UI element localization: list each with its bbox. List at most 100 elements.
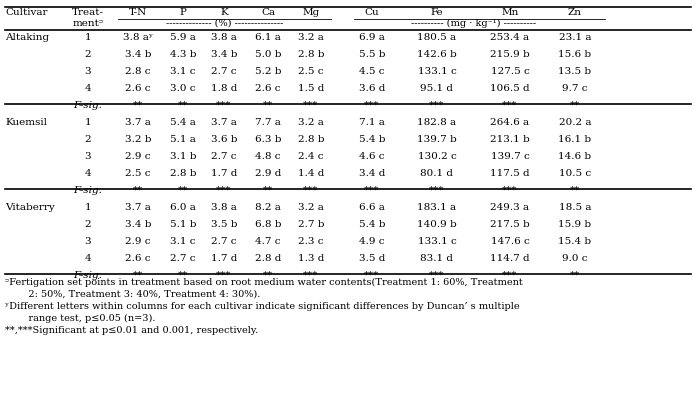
Text: 23.1 a: 23.1 a [559,33,591,42]
Text: 7.1 a: 7.1 a [359,118,385,127]
Text: 15.6 b: 15.6 b [558,50,592,59]
Text: 215.9 b: 215.9 b [490,50,530,59]
Text: 6.1 a: 6.1 a [255,33,281,42]
Text: **: ** [133,101,143,110]
Text: 6.9 a: 6.9 a [359,33,385,42]
Text: **,***Significant at p≤0.01 and 0.001, respectively.: **,***Significant at p≤0.01 and 0.001, r… [5,326,258,335]
Text: 95.1 d: 95.1 d [420,84,454,93]
Text: 5.9 a: 5.9 a [170,33,196,42]
Text: 183.1 a: 183.1 a [418,203,457,212]
Text: 3.4 b: 3.4 b [211,50,237,59]
Text: F-sig.: F-sig. [74,101,102,110]
Text: Mn: Mn [501,8,519,17]
Text: 133.1 c: 133.1 c [418,237,457,246]
Text: 2.5 c: 2.5 c [125,169,151,178]
Text: 213.1 b: 213.1 b [490,135,530,144]
Text: 3.7 a: 3.7 a [211,118,237,127]
Text: 9.7 c: 9.7 c [562,84,587,93]
Text: 3.1 b: 3.1 b [170,152,196,161]
Text: 127.5 c: 127.5 c [491,67,530,76]
Text: 5.1 a: 5.1 a [170,135,196,144]
Text: 4.5 c: 4.5 c [359,67,385,76]
Text: 3: 3 [85,237,91,246]
Text: **: ** [133,271,143,280]
Text: ***: *** [364,271,380,280]
Text: K: K [220,8,228,17]
Text: 1: 1 [85,203,91,212]
Text: 13.5 b: 13.5 b [558,67,592,76]
Text: 1.4 d: 1.4 d [298,169,324,178]
Text: 2.8 b: 2.8 b [298,50,324,59]
Text: 1.7 d: 1.7 d [211,169,237,178]
Text: 3.1 c: 3.1 c [171,237,196,246]
Text: ***: *** [429,186,445,195]
Text: 3.5 d: 3.5 d [359,254,385,263]
Text: 182.8 a: 182.8 a [418,118,457,127]
Text: 6.6 a: 6.6 a [359,203,385,212]
Text: 4.8 c: 4.8 c [255,152,280,161]
Text: 264.6 a: 264.6 a [491,118,530,127]
Text: 3.2 a: 3.2 a [298,118,324,127]
Text: Ca: Ca [261,8,275,17]
Text: 20.2 a: 20.2 a [559,118,591,127]
Text: 7.7 a: 7.7 a [255,118,281,127]
Text: 9.0 c: 9.0 c [562,254,587,263]
Text: 2.9 c: 2.9 c [125,152,151,161]
Text: 147.6 c: 147.6 c [491,237,530,246]
Text: 2.7 c: 2.7 c [212,237,237,246]
Text: **: ** [263,101,273,110]
Text: 4: 4 [85,254,91,263]
Text: 217.5 b: 217.5 b [490,220,530,229]
Text: **: ** [178,271,188,280]
Text: 3.4 d: 3.4 d [359,169,385,178]
Text: 139.7 c: 139.7 c [491,152,530,161]
Text: ᵙFertigation set points in treatment based on root medium water contents(Treatme: ᵙFertigation set points in treatment bas… [5,278,523,287]
Text: 2.8 b: 2.8 b [298,135,324,144]
Text: Cu: Cu [365,8,379,17]
Text: 117.5 d: 117.5 d [490,169,530,178]
Text: 253.4 a: 253.4 a [491,33,530,42]
Text: 5.5 b: 5.5 b [358,50,386,59]
Text: 180.5 a: 180.5 a [418,33,457,42]
Text: 3: 3 [85,67,91,76]
Text: 3.6 b: 3.6 b [211,135,237,144]
Text: ***: *** [216,271,232,280]
Text: 3.2 a: 3.2 a [298,203,324,212]
Text: 10.5 c: 10.5 c [559,169,591,178]
Text: ***: *** [216,186,232,195]
Text: 15.4 b: 15.4 b [558,237,592,246]
Text: 1.3 d: 1.3 d [298,254,324,263]
Text: 2.5 c: 2.5 c [299,67,324,76]
Text: 106.5 d: 106.5 d [490,84,530,93]
Text: 2.3 c: 2.3 c [299,237,324,246]
Text: 14.6 b: 14.6 b [558,152,592,161]
Text: 80.1 d: 80.1 d [420,169,454,178]
Text: 130.2 c: 130.2 c [418,152,457,161]
Text: 83.1 d: 83.1 d [420,254,454,263]
Text: **: ** [263,271,273,280]
Text: Mg: Mg [302,8,319,17]
Text: **: ** [263,186,273,195]
Text: 1: 1 [85,33,91,42]
Text: ***: *** [216,101,232,110]
Text: 8.2 a: 8.2 a [255,203,281,212]
Text: -------------- (%) ---------------: -------------- (%) --------------- [166,19,283,28]
Text: 2.6 c: 2.6 c [125,84,151,93]
Text: 15.9 b: 15.9 b [558,220,592,229]
Text: 2.6 c: 2.6 c [255,84,280,93]
Text: F-sig.: F-sig. [74,271,102,280]
Text: 5.1 b: 5.1 b [170,220,196,229]
Text: 140.9 b: 140.9 b [417,220,457,229]
Text: 2.7 c: 2.7 c [212,152,237,161]
Text: 139.7 b: 139.7 b [417,135,457,144]
Text: 3.5 b: 3.5 b [211,220,237,229]
Text: 142.6 b: 142.6 b [417,50,457,59]
Text: **: ** [570,186,580,195]
Text: **: ** [133,186,143,195]
Text: ***: *** [429,271,445,280]
Text: **: ** [178,186,188,195]
Text: 4.9 c: 4.9 c [359,237,385,246]
Text: 4.6 c: 4.6 c [359,152,385,161]
Text: 3: 3 [85,152,91,161]
Text: 1.7 d: 1.7 d [211,254,237,263]
